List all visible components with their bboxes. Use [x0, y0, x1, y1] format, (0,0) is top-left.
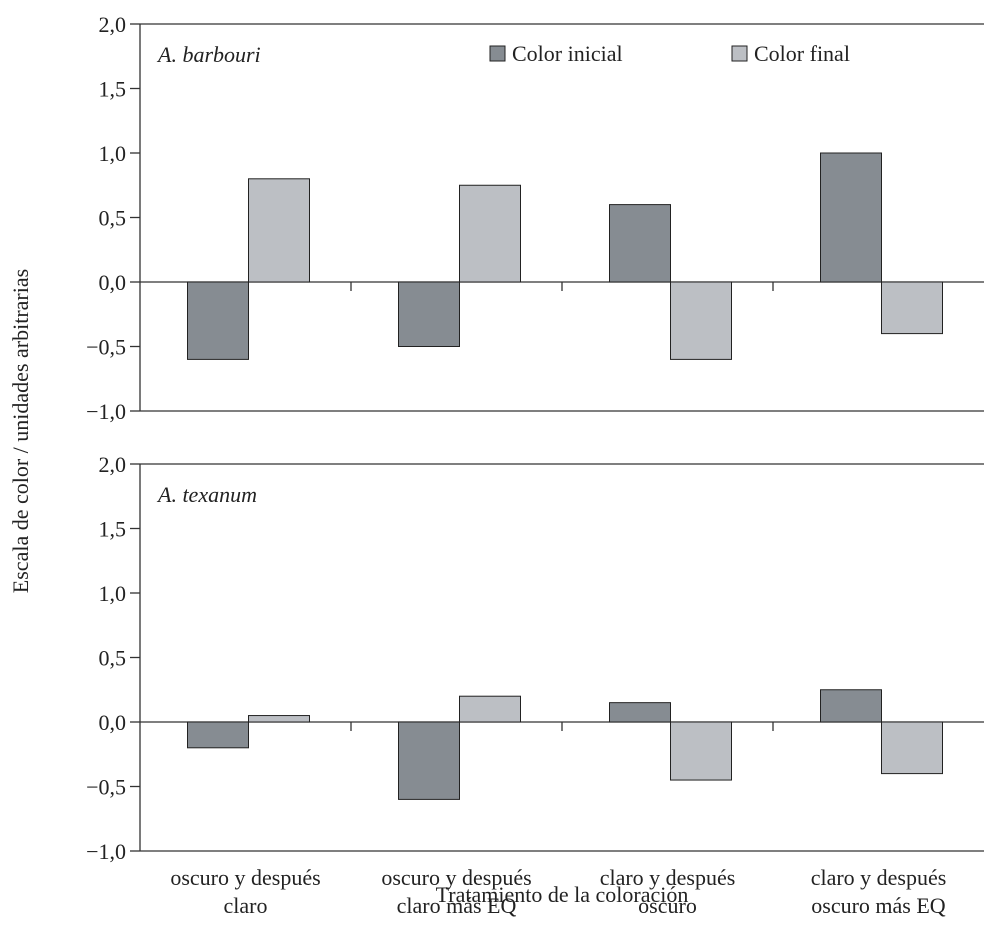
- bar-color-inicial: [398, 281, 460, 347]
- bar-color-final: [670, 721, 732, 781]
- bar-color-final: [248, 178, 310, 283]
- bar-color-inicial: [820, 152, 882, 283]
- bar-color-final: [881, 721, 943, 775]
- y-tick-label: −0,5: [86, 775, 126, 800]
- chart-panel: 2,0 1,5 1,0 0,5 0,0 −0,5 −1,0 A. texanum: [86, 452, 984, 864]
- chart-panels: 2,0 1,5 1,0 0,5 0,0 −0,5 −1,0 A. barbouri 2,0 1,5…: [86, 12, 984, 918]
- y-tick-label: 1,0: [99, 581, 127, 606]
- panel-title: A. barbouri: [156, 42, 261, 67]
- x-tick-label: oscuro más EQ: [811, 893, 946, 918]
- bar-color-final: [881, 281, 943, 335]
- y-tick-label: −0,5: [86, 335, 126, 360]
- x-tick-label: claro y después: [600, 865, 736, 890]
- legend: Color inicial Color final: [489, 41, 850, 66]
- legend-label: Color inicial: [512, 41, 623, 66]
- x-tick-label: claro: [224, 893, 268, 918]
- y-tick-label: 0,0: [99, 270, 127, 295]
- legend-swatch-color-final: [731, 45, 748, 62]
- bar-color-inicial: [609, 204, 671, 283]
- y-tick-label: 0,0: [99, 710, 127, 735]
- bar-color-inicial: [820, 689, 882, 723]
- x-tick-label: claro y después: [811, 865, 947, 890]
- x-axis-title: Tratamiento de la coloración: [436, 882, 689, 907]
- x-tick-label: claro más EQ: [397, 893, 517, 918]
- y-tick-label: 1,5: [99, 77, 127, 102]
- y-tick-label: 0,5: [99, 646, 127, 671]
- y-tick-label: 2,0: [99, 12, 127, 37]
- panel-title: A. texanum: [156, 482, 257, 507]
- bar-color-inicial: [609, 702, 671, 723]
- chart-panel: 2,0 1,5 1,0 0,5 0,0 −0,5 −1,0 A. barbouri: [86, 12, 984, 424]
- bar-color-final: [459, 184, 521, 283]
- y-tick-label: 1,0: [99, 141, 127, 166]
- y-tick-label: −1,0: [86, 399, 126, 424]
- y-tick-label: −1,0: [86, 839, 126, 864]
- legend-label: Color final: [754, 41, 850, 66]
- x-tick-label: oscuro y después: [381, 865, 531, 890]
- bar-color-inicial: [398, 721, 460, 800]
- bar-color-final: [248, 715, 310, 723]
- bar-color-inicial: [187, 721, 249, 749]
- bar-color-final: [670, 281, 732, 360]
- x-tick-label: oscuro y después: [170, 865, 320, 890]
- x-tick-label: oscuro: [638, 893, 697, 918]
- bar-color-final: [459, 695, 521, 723]
- y-tick-label: 0,5: [99, 206, 127, 231]
- y-axis-title: Escala de color / unidades arbitrarias: [8, 269, 33, 593]
- y-tick-label: 2,0: [99, 452, 127, 477]
- legend-swatch-color-inicial: [489, 45, 506, 62]
- y-tick-label: 1,5: [99, 517, 127, 542]
- bar-color-inicial: [187, 281, 249, 360]
